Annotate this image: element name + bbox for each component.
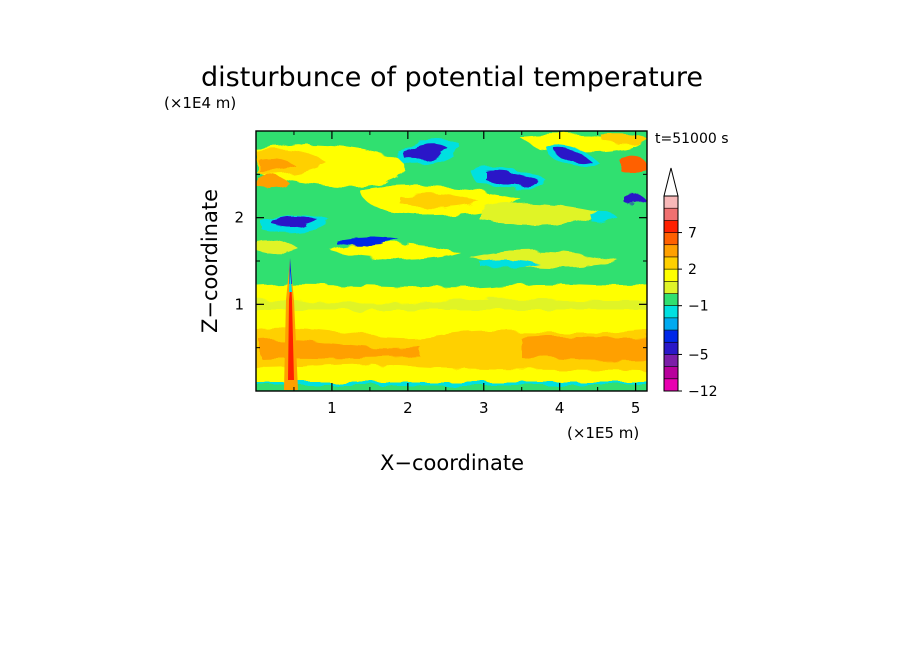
contour-cold-mid-blue [486,171,540,186]
contour-field [256,133,647,391]
x-axis: 1 2 3 4 5 [293,131,641,417]
colorbar-swatch [664,342,678,355]
colorbar-swatch [664,354,678,367]
mountain-plume [284,258,298,390]
contour-cyan-streak-2 [590,211,618,222]
contour-cold-left-blue [272,215,318,227]
colorbar-swatch [664,220,678,233]
colorbar-swatch [664,269,678,282]
x-tick-label: 2 [403,399,413,417]
colorbar-swatch [664,281,678,294]
colorbar-swatch [664,256,678,270]
colorbar-extend-arrow [663,167,679,197]
contour-warm-band-inner [260,339,420,358]
plot-area [256,131,647,391]
contour-upper-yellow-3 [480,202,600,225]
y-axis-label: Z−coordinate [198,189,222,333]
x-tick-label: 4 [555,399,565,417]
contour-lower-green [256,385,647,391]
colorbar-swatch [664,293,678,306]
colorbar-swatch [664,196,678,209]
colorbar-tick-label: −1 [688,299,709,315]
x-unit-label: (×1E5 m) [567,424,639,442]
y-tick-label: 1 [234,295,244,313]
colorbar-tick-label: −12 [688,384,718,400]
contour-upper-right-orange [620,157,647,175]
x-tick-label: 3 [479,399,489,417]
x-tick-label: 1 [327,399,337,417]
colorbar-swatch [664,208,678,221]
time-label: t=51000 s [655,131,729,147]
colorbar-swatch [664,366,678,380]
colorbar-tick-label: 7 [688,226,697,242]
plume-red-core [288,280,294,380]
contour-mid-yellow-patch-1 [330,243,460,260]
colorbar-tick-label: −5 [688,347,709,363]
colorbar-swatch [664,305,678,319]
y-axis: 12 [234,173,647,349]
contour-yellow-belt-upper [256,284,647,304]
x-tick-label: 5 [631,399,641,417]
colorbar-tick-label: 2 [688,262,697,278]
contour-mid-yellow-left [256,238,300,254]
contour-cyan-streak-1 [480,259,540,268]
contour-upper-left-orange-2 [256,174,290,188]
plume-cyan-tip [289,270,292,292]
colorbar-swatch [664,330,678,343]
contour-cold-top-mid-blue [404,143,448,160]
colorbar-swatch [664,244,678,258]
colorbar-swatch [664,232,678,246]
chart-title: disturbunce of potential temperature [201,62,703,93]
colorbar: −12−5−127 [663,167,718,400]
contour-cold-right-blue [554,147,592,164]
y-unit-label: (×1E4 m) [164,94,236,112]
contour-warm-band-right [520,336,647,361]
y-tick-label: 2 [234,209,244,227]
colorbar-swatch [664,317,678,331]
contour-upper-orange-2 [400,193,480,209]
contour-cold-strip [336,237,400,246]
contour-upper-red-1 [258,158,296,172]
contour-cold-far-right [624,193,646,205]
colorbar-swatch [664,378,678,392]
x-axis-label: X−coordinate [380,451,524,475]
